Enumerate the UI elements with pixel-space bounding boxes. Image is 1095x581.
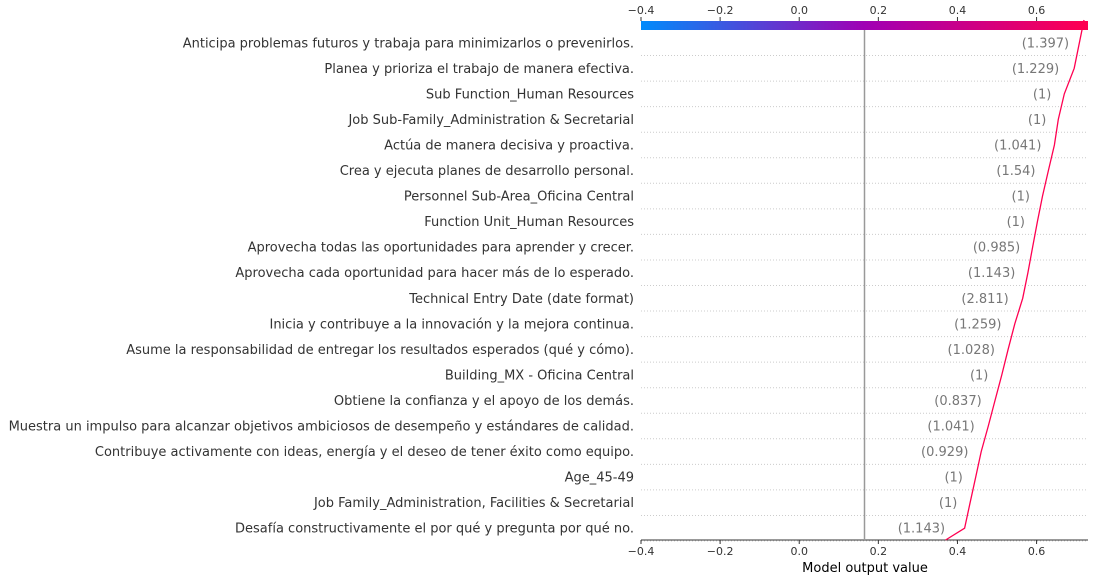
feature-value-label: (1.229) [1012, 62, 1059, 77]
feature-label: Technical Entry Date (date format) [408, 292, 634, 307]
feature-value-label: (1) [1012, 190, 1030, 205]
feature-label: Function Unit_Human Resources [424, 215, 634, 230]
feature-value-label: (1) [1028, 113, 1046, 128]
bottom-tick-label: 0.0 [790, 545, 808, 558]
top-tick-label: 0.0 [790, 4, 808, 17]
feature-label: Inicia y contribuye a la innovación y la… [269, 317, 634, 332]
feature-value-label: (2.811) [961, 292, 1008, 307]
feature-value-label: (1.143) [968, 266, 1015, 281]
bottom-tick-label: 0.4 [949, 545, 967, 558]
feature-value-label: (1.028) [948, 343, 995, 358]
feature-label: Muestra un impulso para alcanzar objetiv… [9, 420, 634, 435]
feature-label: Crea y ejecuta planes de desarrollo pers… [340, 164, 634, 179]
feature-value-label: (1) [1033, 87, 1051, 102]
feature-value-label: (1) [939, 496, 957, 511]
feature-value-label: (0.985) [973, 241, 1020, 256]
colorbar [641, 21, 1088, 30]
feature-label: Job Sub-Family_Administration & Secretar… [347, 113, 634, 128]
feature-label: Age_45-49 [565, 471, 634, 486]
feature-label: Actúa de manera decisiva y proactiva. [384, 138, 634, 153]
bottom-tick-label: 0.2 [870, 545, 888, 558]
top-tick-label: −0.4 [628, 4, 655, 17]
feature-label: Personnel Sub-Area_Oficina Central [404, 190, 634, 205]
feature-label: Aprovecha todas las oportunidades para a… [248, 241, 634, 256]
feature-value-label: (1.143) [898, 522, 945, 537]
feature-label: Desafía constructivamente el por qué y p… [235, 522, 634, 537]
feature-label: Planea y prioriza el trabajo de manera e… [324, 62, 634, 77]
top-tick-label: 0.4 [949, 4, 967, 17]
bottom-tick-label: 0.6 [1028, 545, 1046, 558]
feature-label: Obtiene la confianza y el apoyo de los d… [334, 394, 634, 409]
feature-value-label: (1) [1007, 215, 1025, 230]
feature-label: Contribuye activamente con ideas, energí… [95, 445, 634, 460]
x-axis-title: Model output value [802, 561, 928, 576]
top-tick-label: −0.2 [707, 4, 734, 17]
top-tick-label: 0.2 [870, 4, 888, 17]
decision-path-line [945, 19, 1085, 541]
feature-value-label: (1.259) [954, 317, 1001, 332]
feature-label: Sub Function_Human Resources [426, 87, 634, 102]
feature-label: Job Family_Administration, Facilities & … [313, 496, 634, 511]
feature-label: Anticipa problemas futuros y trabaja par… [183, 36, 634, 51]
feature-value-label: (0.929) [921, 445, 968, 460]
feature-value-label: (1.041) [994, 138, 1041, 153]
feature-value-label: (1.54) [996, 164, 1035, 179]
feature-label: Asume la responsabilidad de entregar los… [126, 343, 634, 358]
bottom-tick-label: −0.2 [707, 545, 734, 558]
feature-value-label: (1.397) [1022, 36, 1069, 51]
top-tick-label: 0.6 [1028, 4, 1046, 17]
feature-value-label: (1) [944, 471, 962, 486]
bottom-tick-label: −0.4 [628, 545, 655, 558]
feature-value-label: (1.041) [927, 420, 974, 435]
feature-value-label: (1) [970, 368, 988, 383]
feature-label: Aprovecha cada oportunidad para hacer má… [235, 266, 634, 281]
feature-value-label: (0.837) [934, 394, 981, 409]
feature-label: Building_MX - Oficina Central [445, 368, 634, 383]
